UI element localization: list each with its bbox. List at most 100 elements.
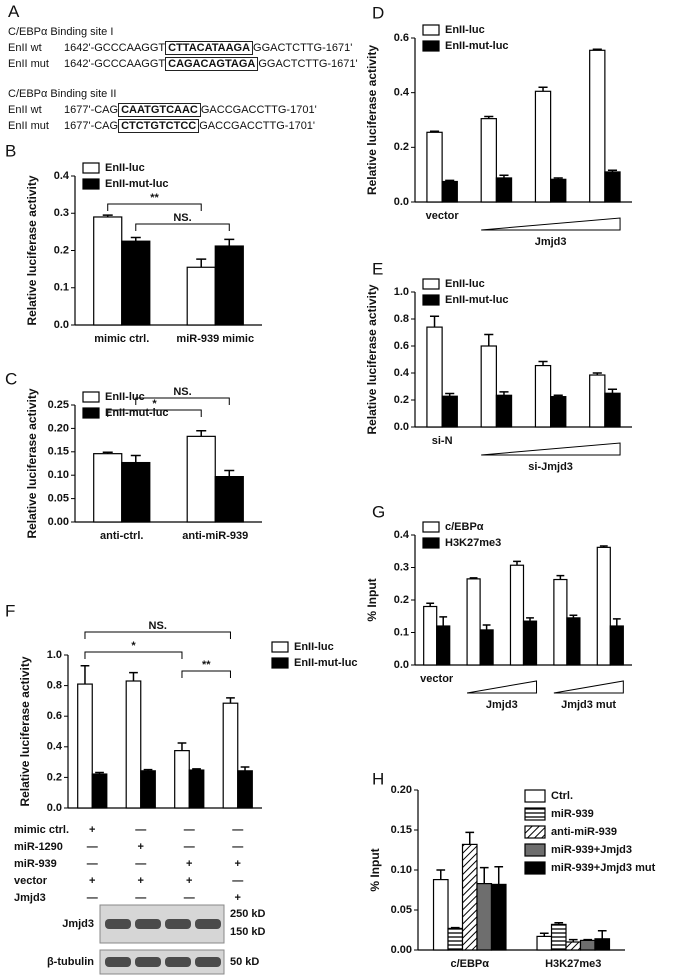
y-axis-label: Relative luciferase activity xyxy=(365,284,379,434)
legend-label: EnII-mut-luc xyxy=(445,294,509,306)
seq-name: EnII wt xyxy=(8,42,42,54)
blot-band xyxy=(105,957,131,967)
legend-swatch xyxy=(271,657,289,669)
error-bar xyxy=(592,372,602,376)
x-tick-label: vector xyxy=(420,673,454,685)
bar xyxy=(121,461,151,523)
sequence: EnII wt 1642'-GCCCAAGGT CTTACATAAGA GGACTCT… xyxy=(8,40,358,56)
legend-swatch xyxy=(524,807,546,821)
error-bar xyxy=(465,831,475,845)
site-title: C/EBPα Binding site I xyxy=(8,26,114,38)
y-tick-label: 0.0 xyxy=(394,659,409,671)
legend-label: c/EBPα xyxy=(445,521,484,533)
error-bar xyxy=(196,258,207,268)
y-tick-label: 0.4 xyxy=(394,87,410,99)
annotation: NS. xyxy=(173,386,191,398)
blot-band xyxy=(195,957,221,967)
y-tick-label: 0.1 xyxy=(394,626,409,638)
legend-swatch xyxy=(82,162,100,174)
error-bar xyxy=(469,577,478,579)
y-tick-label: 1.0 xyxy=(47,649,62,661)
seq-post: GGACTCTTG-1671' xyxy=(258,58,358,70)
seq-name: EnII mut xyxy=(8,58,49,70)
bar xyxy=(589,49,606,203)
bar xyxy=(479,629,494,666)
y-tick-label: 0.2 xyxy=(394,141,409,153)
bar xyxy=(534,364,552,428)
error-bar xyxy=(556,574,565,580)
treatment-sign: — xyxy=(87,841,98,853)
y-tick-label: 0.0 xyxy=(47,802,62,814)
bar xyxy=(509,564,525,666)
panel-letter: E xyxy=(372,259,383,278)
seq-box: CTCTGTCTCC xyxy=(118,119,200,133)
blot-band xyxy=(105,919,131,929)
legend-swatch xyxy=(524,789,546,803)
error-bar xyxy=(224,238,235,247)
bar xyxy=(222,702,239,809)
bar xyxy=(604,171,621,203)
error-bar xyxy=(102,214,113,217)
annotation: NS. xyxy=(173,212,191,224)
legend-swatch xyxy=(422,24,440,36)
group-wedge xyxy=(481,442,621,456)
legend-swatch xyxy=(271,641,289,653)
bar xyxy=(121,240,151,326)
bar xyxy=(495,177,513,203)
error-bar xyxy=(450,926,460,929)
treatment-sign: + xyxy=(89,824,95,836)
treatment-sign: + xyxy=(235,892,241,904)
y-axis-label: % Input xyxy=(368,848,382,891)
error-bar xyxy=(553,177,563,180)
y-tick-label: 0.6 xyxy=(394,340,409,352)
error-bar xyxy=(445,392,455,397)
legend-label: EnII-mut-luc xyxy=(105,178,169,190)
seq-pre: 1642'-GCCCAAGGT xyxy=(64,42,166,54)
x-tick-label: mimic ctrl. xyxy=(94,333,149,345)
bar xyxy=(594,938,611,951)
panel-letter: F xyxy=(5,601,15,620)
blot-marker: 250 kD xyxy=(230,908,266,920)
error-bar xyxy=(143,768,153,771)
bar xyxy=(550,396,567,428)
error-bar xyxy=(484,115,494,119)
bracket xyxy=(181,670,231,678)
error-bar xyxy=(192,768,201,771)
error-bar xyxy=(597,930,607,939)
bar xyxy=(423,605,438,666)
bar xyxy=(214,476,244,523)
group-wedge xyxy=(553,680,624,694)
panel-letter: A xyxy=(8,2,20,21)
y-tick-label: 0.05 xyxy=(391,904,412,916)
error-bar xyxy=(538,86,548,92)
bar xyxy=(579,939,596,951)
panel-letter: B xyxy=(5,141,16,160)
treatment-sign: — xyxy=(232,824,243,836)
seq-post: GGACTCTTG-1671' xyxy=(253,42,353,54)
legend-label: EnII-mut-luc xyxy=(105,407,169,419)
error-bar xyxy=(439,616,448,626)
error-bar xyxy=(429,315,440,328)
bar xyxy=(566,617,581,666)
error-bar xyxy=(494,866,504,885)
bar xyxy=(214,245,244,326)
error-bar xyxy=(592,48,602,51)
group-label: Jmjd3 xyxy=(535,236,567,248)
group-wedge xyxy=(466,680,538,694)
treatment-sign: — xyxy=(87,892,98,904)
blot-band xyxy=(195,919,221,929)
treatment-sign: — xyxy=(184,824,195,836)
treatment-sign: — xyxy=(232,875,243,887)
x-tick-label: c/EBPα xyxy=(450,958,489,970)
group-label: Jmjd3 xyxy=(486,699,518,711)
bar xyxy=(140,770,156,809)
y-tick-label: 0.3 xyxy=(54,207,69,219)
group-label: si-Jmjd3 xyxy=(528,461,573,473)
y-tick-label: 0.6 xyxy=(47,710,62,722)
y-tick-label: 0.2 xyxy=(394,594,409,606)
error-bar xyxy=(445,179,455,182)
legend-label: miR-939+Jmjd3 xyxy=(551,844,632,856)
x-tick-label: anti-miR-939 xyxy=(182,530,248,542)
y-tick-label: 0.00 xyxy=(48,516,69,528)
bar xyxy=(522,620,538,666)
